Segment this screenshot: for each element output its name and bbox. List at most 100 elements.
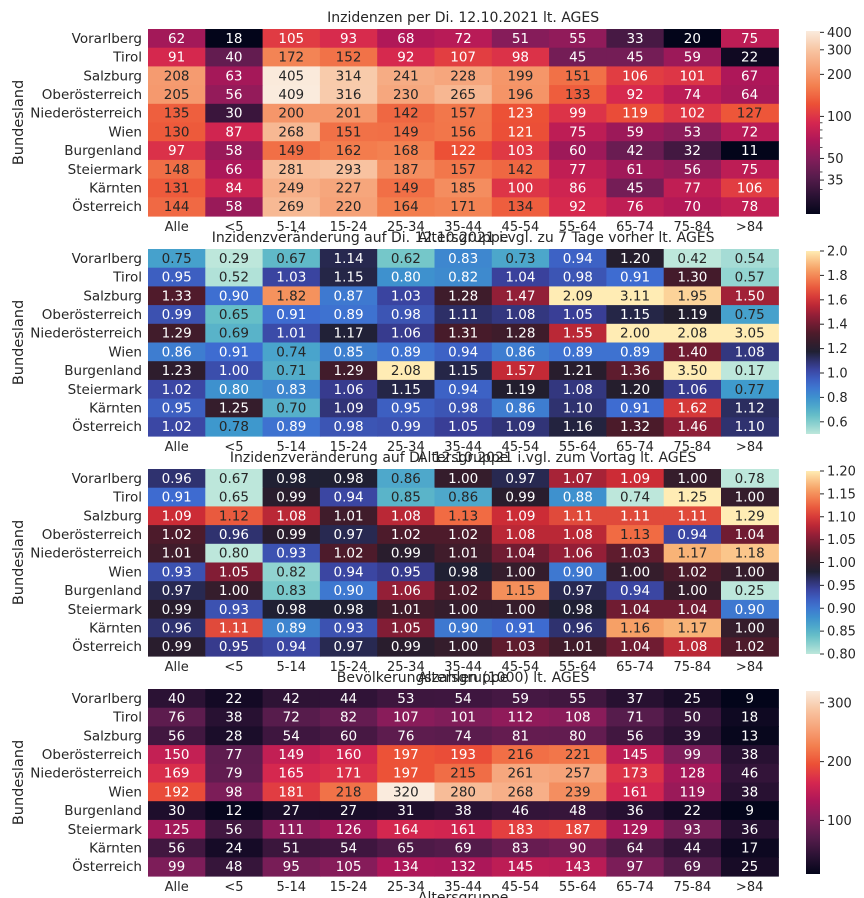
cell-value-label: 0.98 (563, 602, 593, 618)
heatmap-cell (663, 487, 722, 507)
column-tick-label: Alle (165, 220, 189, 235)
heatmap-cell (434, 745, 493, 765)
heatmap-cell (148, 689, 206, 709)
cell-value-label: 42 (626, 143, 643, 159)
cell-value-label: 1.08 (563, 382, 593, 398)
heatmap-cell (148, 819, 206, 840)
heatmap-cell (205, 819, 264, 840)
cell-value-label: 106 (622, 68, 648, 84)
cell-value-label: 99 (684, 747, 701, 763)
cell-value-label: 101 (679, 68, 705, 84)
cell-value-label: 0.91 (276, 307, 306, 323)
cell-value-label: 193 (450, 747, 476, 763)
cell-value-label: 0.98 (334, 471, 364, 487)
heatmap-cell (663, 543, 722, 564)
heatmap-cell (663, 305, 722, 325)
colorbar-tick-label: 1.2 (827, 342, 848, 357)
cell-value-label: 0.95 (391, 564, 421, 580)
cell-value-label: 1.28 (505, 326, 535, 342)
heatmap-cell (262, 103, 321, 124)
heatmap-cell (491, 47, 550, 67)
colorbar-tick-label: 35 (827, 174, 844, 189)
cell-value-label: 72 (741, 124, 758, 140)
cell-value-label: 56 (684, 162, 701, 178)
row-tick-label: Niederösterreich (30, 326, 142, 342)
heatmap-cell (205, 857, 264, 877)
cell-value-label: 44 (340, 691, 357, 707)
column-tick-label: 25-34 (387, 440, 425, 455)
x-axis-label: Altersgruppe (418, 450, 509, 466)
row-tick-label: Vorarlberg (72, 31, 142, 47)
cell-value-label: 0.80 (219, 546, 249, 562)
cell-value-label: 128 (679, 766, 705, 782)
heatmap-cell (319, 398, 378, 418)
colorbar-tick-label: 1.10 (827, 510, 856, 525)
heatmap-cell (205, 581, 264, 601)
cell-value-label: 157 (450, 162, 476, 178)
cell-value-label: 1.62 (677, 400, 707, 416)
heatmap-cell (434, 379, 493, 400)
cell-value-label: 1.12 (735, 400, 765, 416)
heatmap-cell (148, 342, 206, 362)
cell-value-label: 0.98 (448, 564, 478, 580)
row-tick-label: Tirol (112, 50, 142, 66)
cell-value-label: 123 (508, 106, 534, 122)
heatmap-cell (663, 249, 722, 269)
heatmap-cell (205, 361, 264, 381)
heatmap-panel-2: Inzidenzveränderung auf Di. 12.10.2021 i… (11, 230, 848, 466)
cell-value-label: 208 (164, 68, 190, 84)
cell-value-label: 44 (684, 840, 701, 856)
cell-value-label: 160 (336, 747, 362, 763)
y-axis-label: Bundesland (11, 740, 27, 825)
heatmap-cell (434, 103, 493, 124)
heatmap-cell (434, 726, 493, 746)
cell-value-label: 103 (508, 143, 534, 159)
heatmap-cell (491, 487, 550, 507)
heatmap-cell (148, 763, 206, 784)
cell-value-label: 165 (278, 766, 304, 782)
cell-value-label: 78 (741, 199, 758, 215)
heatmap-cell (491, 562, 550, 582)
heatmap-cell (377, 141, 436, 161)
heatmap-cell (148, 637, 206, 657)
cell-value-label: 0.97 (334, 639, 364, 655)
heatmap-cell (549, 361, 607, 381)
heatmap-cell (377, 379, 436, 400)
heatmap-cell (663, 618, 722, 638)
heatmap-cell (491, 122, 550, 142)
heatmap-cell (148, 562, 206, 582)
heatmap-cell (721, 159, 779, 180)
heatmap-cell (721, 689, 779, 709)
heatmap-cell (262, 819, 321, 840)
cell-value-label: 1.00 (505, 564, 535, 580)
heatmap-cell (205, 525, 264, 545)
cell-value-label: 161 (622, 784, 648, 800)
row-tick-label: Salzburg (83, 728, 142, 744)
row-tick-label: Österreich (72, 417, 142, 435)
heatmap-cell (262, 398, 321, 418)
cell-value-label: 0.94 (334, 564, 364, 580)
column-tick-label: 35-44 (444, 660, 482, 675)
colorbar-tick-label: 0.90 (827, 602, 856, 617)
cell-value-label: 0.91 (162, 490, 192, 506)
row-tick-label: Tirol (112, 490, 142, 506)
cell-value-label: 48 (225, 859, 242, 875)
heatmap-cell (434, 197, 493, 217)
cell-value-label: 1.01 (391, 602, 421, 618)
heatmap-cell (262, 707, 321, 727)
cell-value-label: 68 (397, 31, 414, 47)
cell-value-label: 86 (569, 180, 586, 196)
cell-value-label: 409 (278, 87, 304, 103)
heatmap-cell (721, 819, 779, 840)
heatmap-cell (377, 29, 436, 49)
row-tick-label: Wien (108, 564, 142, 580)
cell-value-label: 239 (565, 784, 591, 800)
cell-value-label: 46 (741, 766, 758, 782)
row-tick-label: Burgenland (64, 803, 142, 819)
cell-value-label: 81 (512, 728, 529, 744)
heatmap-cell (205, 707, 264, 727)
heatmap-cell (377, 487, 436, 507)
cell-value-label: 127 (737, 106, 763, 122)
heatmap-cell (491, 305, 550, 325)
colorbar-tick-label: 1.4 (827, 318, 848, 333)
